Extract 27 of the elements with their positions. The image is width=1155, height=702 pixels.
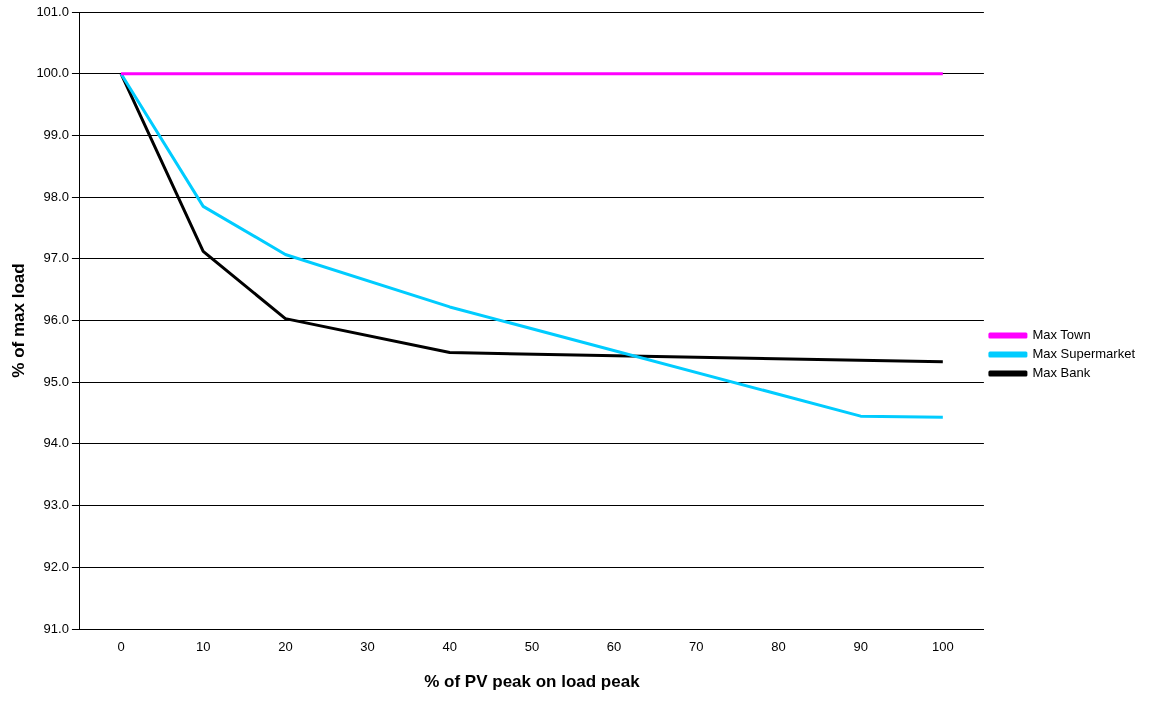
y-tick-label: 98.0 [43, 188, 69, 204]
y-tick-label: 95.0 [43, 373, 69, 389]
x-tick-label: 0 [117, 639, 125, 655]
x-tick-label: 10 [195, 639, 211, 655]
y-tick-label: 94.0 [43, 435, 69, 451]
y-tick-label: 91.0 [43, 620, 69, 636]
x-tick-label: 100 [931, 639, 954, 655]
x-tick-label: 80 [771, 639, 786, 655]
x-tick-label: 30 [360, 639, 375, 655]
y-tick-label: 96.0 [43, 312, 69, 328]
x-tick-label: 20 [278, 639, 293, 655]
y-tick-label: 101.0 [36, 3, 69, 19]
y-tick-label: 99.0 [43, 126, 69, 142]
x-tick-label: 90 [853, 639, 868, 655]
x-tick-label: 50 [524, 639, 540, 655]
x-tick-label: 40 [442, 639, 457, 655]
y-tick-label: 92.0 [43, 558, 69, 574]
y-axis-title: % of max load [8, 263, 28, 378]
y-tick-label: 97.0 [43, 250, 69, 266]
x-axis-title: % of PV peak on load peak [424, 672, 641, 692]
legend-label: Max Bank [1032, 365, 1091, 381]
y-tick-label: 93.0 [43, 497, 69, 513]
y-tick-label: 100.0 [36, 65, 69, 81]
legend-label: Max Supermarket [1032, 346, 1136, 362]
x-tick-label: 60 [606, 639, 622, 655]
x-tick-label: 70 [689, 639, 704, 655]
legend-label: Max Town [1032, 327, 1091, 343]
